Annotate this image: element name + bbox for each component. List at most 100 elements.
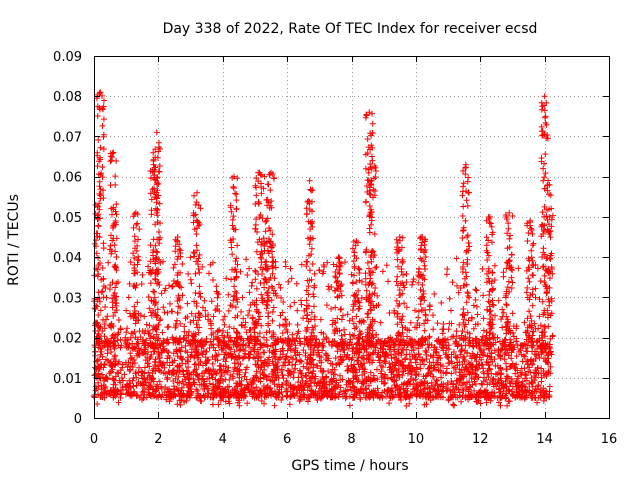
data-point xyxy=(94,357,101,364)
data-point xyxy=(95,383,102,390)
data-point xyxy=(365,376,372,383)
data-point xyxy=(227,302,234,309)
data-point xyxy=(273,374,280,381)
data-point xyxy=(197,205,204,212)
data-point xyxy=(448,370,455,377)
data-point xyxy=(211,353,218,360)
data-point xyxy=(409,278,416,285)
data-point xyxy=(488,350,495,357)
data-point xyxy=(260,185,267,192)
data-point xyxy=(306,383,313,390)
data-point xyxy=(328,284,335,291)
data-point xyxy=(505,387,512,394)
data-point xyxy=(492,371,499,378)
data-point xyxy=(98,289,105,296)
data-point xyxy=(337,353,344,360)
data-point xyxy=(130,312,137,319)
data-point xyxy=(214,328,221,335)
data-point xyxy=(455,289,462,296)
data-point xyxy=(366,202,373,209)
data-point xyxy=(149,186,156,193)
data-point xyxy=(134,220,141,227)
data-point xyxy=(454,354,461,361)
data-point xyxy=(182,343,189,350)
data-point xyxy=(459,311,466,318)
data-point xyxy=(499,346,506,353)
data-point xyxy=(516,348,523,355)
data-point xyxy=(501,337,508,344)
data-point xyxy=(104,376,111,383)
data-point xyxy=(527,313,534,320)
data-point xyxy=(254,229,261,236)
data-point xyxy=(445,360,452,367)
data-point xyxy=(398,319,405,326)
data-point xyxy=(221,321,228,328)
data-point xyxy=(538,221,545,228)
data-point xyxy=(230,375,237,382)
data-point xyxy=(547,370,554,377)
data-point xyxy=(95,370,102,377)
data-point xyxy=(497,347,504,354)
data-point xyxy=(263,258,270,265)
data-point xyxy=(215,291,222,298)
data-point xyxy=(364,311,371,318)
data-point xyxy=(113,267,120,274)
data-point xyxy=(399,271,406,278)
data-point xyxy=(263,301,270,308)
data-point xyxy=(154,212,161,219)
data-point xyxy=(548,310,555,317)
data-point xyxy=(366,297,373,304)
data-point xyxy=(328,369,335,376)
data-point xyxy=(367,191,374,198)
data-point xyxy=(504,319,511,326)
data-point xyxy=(266,204,273,211)
data-point xyxy=(396,300,403,307)
data-point xyxy=(541,213,548,220)
data-point xyxy=(104,313,111,320)
data-point xyxy=(350,320,357,327)
data-point xyxy=(539,328,546,335)
data-point xyxy=(503,302,510,309)
data-point xyxy=(233,269,240,276)
data-point xyxy=(542,151,549,158)
data-point xyxy=(258,322,265,329)
data-point xyxy=(529,231,536,238)
data-point xyxy=(172,375,179,382)
data-point xyxy=(506,379,513,386)
data-point xyxy=(171,337,178,344)
data-point xyxy=(429,373,436,380)
data-point xyxy=(420,307,427,314)
data-point xyxy=(186,371,193,378)
data-point xyxy=(257,341,264,348)
data-point xyxy=(153,326,160,333)
data-point xyxy=(137,334,144,341)
data-point xyxy=(95,215,102,222)
data-point xyxy=(233,383,240,390)
data-point xyxy=(524,315,531,322)
data-point xyxy=(448,334,455,341)
data-point xyxy=(544,187,551,194)
data-point xyxy=(229,266,236,273)
data-point xyxy=(230,235,237,242)
data-point xyxy=(311,282,318,289)
data-point xyxy=(501,351,508,358)
data-point xyxy=(350,258,357,265)
data-point xyxy=(319,347,326,354)
data-point xyxy=(458,342,465,349)
data-point xyxy=(270,258,277,265)
data-point xyxy=(112,386,119,393)
data-point xyxy=(233,191,240,198)
data-point xyxy=(541,279,548,286)
data-point xyxy=(110,292,117,299)
data-point xyxy=(99,288,106,295)
data-point xyxy=(247,348,254,355)
data-point xyxy=(356,270,363,277)
data-point xyxy=(360,317,367,324)
data-point xyxy=(382,379,389,386)
data-point xyxy=(508,391,515,398)
data-point xyxy=(495,399,502,406)
y-tick-labels: 00.010.020.030.040.050.060.070.080.09 xyxy=(53,50,82,427)
data-point xyxy=(262,259,269,266)
data-point xyxy=(334,294,341,301)
data-point xyxy=(258,271,265,278)
